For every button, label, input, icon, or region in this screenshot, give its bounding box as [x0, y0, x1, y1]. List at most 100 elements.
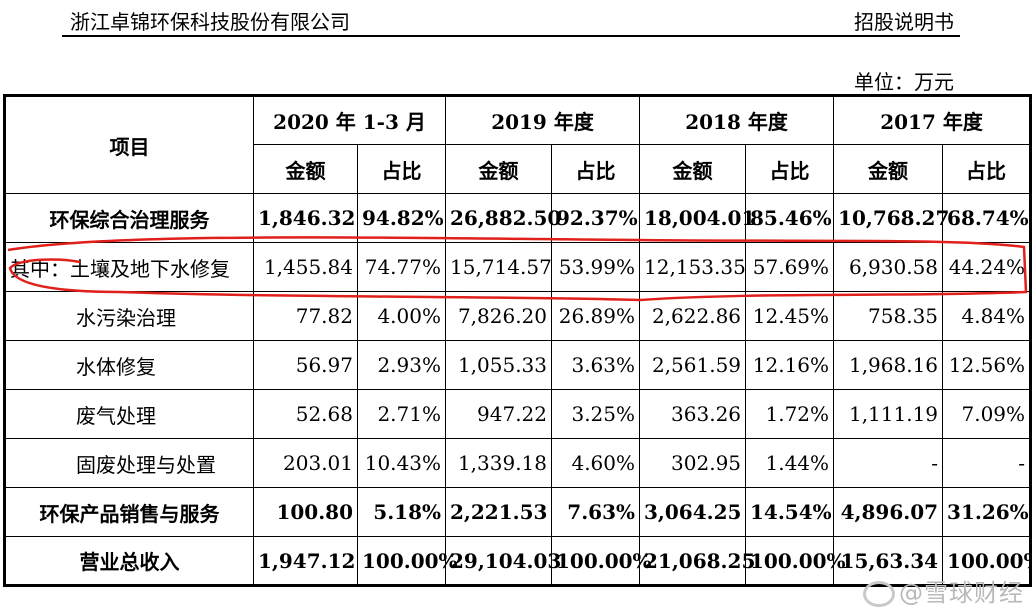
header-rule — [62, 35, 960, 37]
amount-cell: 26,882.50 — [445, 193, 561, 243]
amount-cell: 52.68 — [253, 389, 358, 439]
table-row: 营业总收入 1,947.12 100.00% 29,104.03 100.00% 21,0… — [4, 536, 1032, 586]
ratio-header: 占比 — [745, 144, 835, 194]
ratio-header: 占比 — [942, 144, 1032, 194]
ratio-cell: 10.43% — [357, 438, 446, 488]
ratio-cell: 2.71% — [357, 389, 446, 439]
amount-header: 金额 — [833, 144, 944, 194]
amount-cell: 6,930.58 — [833, 242, 944, 292]
table-row: 废气处理 52.68 2.71% 947.22 3.25% 363.26 1.72% 1,11… — [4, 389, 1032, 439]
row-label: 固废处理与处置 — [4, 438, 254, 488]
amount-cell: 15,714.57 — [445, 242, 552, 292]
amount-cell: 203.01 — [253, 438, 358, 488]
ratio-cell: 12.16% — [745, 340, 835, 390]
row-label: 环保产品销售与服务 — [4, 487, 254, 537]
table-row: 环保综合治理服务 1,846.32 94.82% 26,882.50 92.37% 18,… — [4, 193, 1032, 243]
ratio-cell: 2.93% — [357, 340, 446, 390]
ratio-cell: 92.37% — [550, 193, 641, 243]
ratio-cell: 4.84% — [942, 291, 1032, 341]
period-header: 2019 年度 — [444, 95, 641, 145]
amount-cell: 12,153.35 — [639, 242, 747, 292]
period-header: 2018 年度 — [639, 95, 835, 145]
ratio-cell: 1.72% — [745, 389, 835, 439]
ratio-cell: 5.18% — [357, 487, 446, 537]
amount-cell: 758.35 — [833, 291, 944, 341]
ratio-header: 占比 — [357, 144, 446, 194]
amount-cell: - — [833, 438, 944, 488]
revenue-table: 项目 2020 年 1-3 月 2019 年度 2018 年度 2017 年度 … — [3, 94, 1032, 587]
unit-label: 单位：万元 — [854, 70, 954, 94]
row-label: 废气处理 — [4, 389, 254, 439]
table-row: 环保产品销售与服务 100.80 5.18% 2,221.53 7.63% 3,064.2… — [4, 487, 1032, 537]
ratio-cell: 3.63% — [550, 340, 641, 390]
ratio-cell: 1.44% — [745, 438, 835, 488]
ratio-cell: 57.69% — [745, 242, 835, 292]
amount-cell: 100.80 — [253, 487, 358, 537]
ratio-cell: 31.26% — [942, 487, 1032, 537]
period-header: 2017 年度 — [833, 95, 1032, 145]
amount-cell: 21,068.25 — [639, 536, 755, 586]
amount-header: 金额 — [639, 144, 747, 194]
table-row: 其中：土壤及地下水修复 1,455.84 74.77% 15,714.57 53.99%… — [4, 242, 1032, 292]
amount-cell: 947.22 — [445, 389, 552, 439]
table-row: 水污染治理 77.82 4.00% 7,826.20 26.89% 2,622.86 12.… — [4, 291, 1032, 341]
amount-cell: 10,768.27 — [833, 193, 949, 243]
ratio-header: 占比 — [550, 144, 641, 194]
row-label: 水污染治理 — [4, 291, 254, 341]
row-label: 营业总收入 — [4, 536, 254, 586]
row-label: 其中：土壤及地下水修复 — [4, 242, 254, 292]
ratio-cell: 3.25% — [550, 389, 641, 439]
amount-cell: 1,947.12 — [253, 536, 358, 586]
ratio-cell: 26.89% — [550, 291, 641, 341]
ratio-cell: 74.77% — [357, 242, 446, 292]
amount-cell: 363.26 — [639, 389, 747, 439]
ratio-cell: 68.74% — [942, 193, 1032, 243]
item-header: 项目 — [4, 95, 254, 194]
amount-cell: 1,455.84 — [253, 242, 358, 292]
amount-cell: 77.82 — [253, 291, 358, 341]
ratio-cell: 12.56% — [942, 340, 1032, 390]
row-label: 环保综合治理服务 — [4, 193, 254, 243]
amount-cell: 1,055.33 — [445, 340, 552, 390]
company-name: 浙江卓锦环保科技股份有限公司 — [70, 10, 350, 34]
ratio-cell: 44.24% — [942, 242, 1032, 292]
amount-cell: 18,004.01 — [639, 193, 755, 243]
ratio-cell: 4.00% — [357, 291, 446, 341]
amount-cell: 4,896.07 — [833, 487, 944, 537]
table-row: 固废处理与处置 203.01 10.43% 1,339.18 4.60% 302.95 1.… — [4, 438, 1032, 488]
amount-cell: 56.97 — [253, 340, 358, 390]
ratio-cell: 12.45% — [745, 291, 835, 341]
ratio-cell: - — [942, 438, 1032, 488]
document-title: 招股说明书 — [854, 10, 954, 34]
amount-cell: 1,111.19 — [833, 389, 944, 439]
period-header-row: 项目 2020 年 1-3 月 2019 年度 2018 年度 2017 年度 — [4, 95, 1032, 194]
ratio-cell: 85.46% — [745, 193, 835, 243]
period-header: 2020 年 1-3 月 — [253, 95, 446, 145]
amount-header: 金额 — [445, 144, 552, 194]
amount-cell: 2,561.59 — [639, 340, 747, 390]
amount-cell: 1,968.16 — [833, 340, 944, 390]
amount-cell: 15,6⁠⁠⁠⁠⁠⁠3.34 — [833, 536, 944, 586]
watermark: @雪球财经 — [863, 573, 1024, 608]
amount-cell: 7,826.20 — [445, 291, 552, 341]
amount-cell: 2,221.53 — [445, 487, 552, 537]
ratio-cell: 100.00% — [942, 536, 1032, 586]
ratio-cell: 53.99% — [550, 242, 641, 292]
amount-cell: 29,104.03 — [445, 536, 561, 586]
ratio-cell: 7.09% — [942, 389, 1032, 439]
amount-cell: 1,846.32 — [253, 193, 358, 243]
ratio-cell: 100.00% — [745, 536, 846, 586]
ratio-cell: 7.63% — [550, 487, 641, 537]
ratio-cell: 4.60% — [550, 438, 641, 488]
ratio-cell: 100.00% — [357, 536, 458, 586]
amount-cell: 1,339.18 — [445, 438, 552, 488]
amount-cell: 2,622.86 — [639, 291, 747, 341]
table-row: 水体修复 56.97 2.93% 1,055.33 3.63% 2,561.59 12.16… — [4, 340, 1032, 390]
amount-cell: 3,064.25 — [639, 487, 747, 537]
ratio-cell: 100.00% — [550, 536, 652, 586]
amount-cell: 302.95 — [639, 438, 747, 488]
ratio-cell: 14.54% — [745, 487, 835, 537]
weibo-icon — [863, 581, 895, 607]
ratio-cell: 94.82% — [357, 193, 446, 243]
row-label: 水体修复 — [4, 340, 254, 390]
